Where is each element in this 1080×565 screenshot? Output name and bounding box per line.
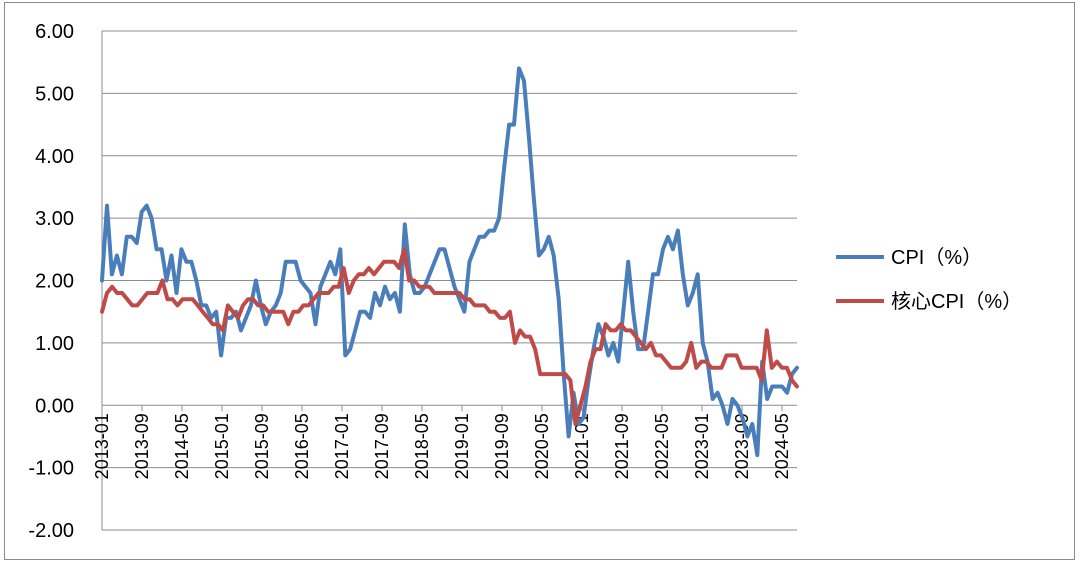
gridlines	[102, 30, 797, 531]
y-axis-ticks: -2.00 -1.00 0.00 1.00 2.00 3.00 4.00 5.00 6.00	[28, 21, 74, 542]
x-axis: 2013-01 2013-09 2014-05 2015-01 2015-09 2016-…	[92, 31, 797, 530]
x-tick-label: 2016-05	[292, 413, 312, 479]
x-tick-label: 2015-09	[252, 413, 272, 479]
y-tick-label: 1.00	[35, 333, 74, 355]
x-tick-label: 2020-05	[532, 413, 552, 479]
x-tick-label: 2024-05	[772, 413, 792, 479]
x-tick-label: 2013-01	[92, 413, 112, 479]
y-tick-label: 4.00	[35, 146, 74, 168]
y-tick-label: 0.00	[35, 395, 74, 417]
y-tick-label: 5.00	[35, 83, 74, 105]
x-tick-label: 2021-01	[572, 413, 592, 479]
x-tick-label: 2013-09	[132, 413, 152, 479]
x-tick-label: 2017-09	[372, 413, 392, 479]
x-tick-label: 2015-01	[212, 413, 232, 479]
series-line-cpi	[100, 66, 799, 458]
series-line-core-cpi	[100, 247, 799, 426]
x-tick-label: 2017-01	[332, 413, 352, 479]
y-tick-label: 6.00	[35, 21, 74, 43]
legend-label: CPI（%）	[891, 246, 982, 269]
legend-label: 核心CPI（%）	[891, 290, 1022, 313]
y-tick-label: -1.00	[28, 458, 74, 480]
plot-area	[100, 66, 799, 458]
y-tick-label: -2.00	[28, 520, 74, 542]
y-tick-label: 2.00	[35, 271, 74, 293]
x-tick-label: 2019-01	[452, 413, 472, 479]
x-tick-label: 2023-01	[692, 413, 712, 479]
x-tick-label: 2018-05	[412, 413, 432, 479]
x-tick-label: 2019-09	[492, 413, 512, 479]
x-tick-label: 2021-09	[612, 413, 632, 479]
y-tick-label: 3.00	[35, 208, 74, 230]
x-tick-label: 2022-05	[652, 413, 672, 479]
x-tick-label: 2014-05	[172, 413, 192, 479]
legend: CPI（%） 核心CPI（%）	[836, 246, 1022, 313]
